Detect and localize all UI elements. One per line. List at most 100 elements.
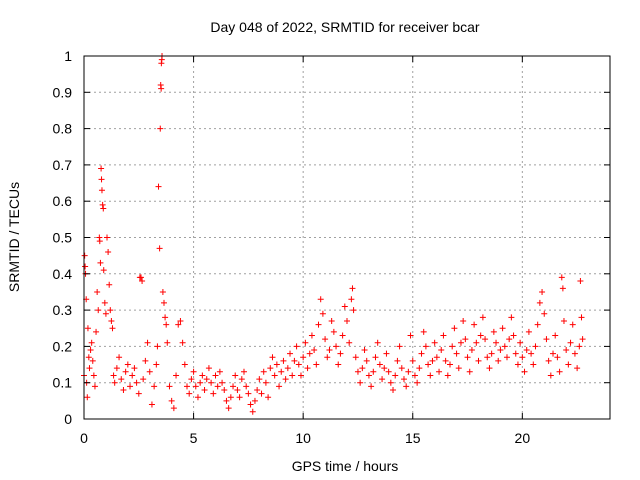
data-point: [86, 365, 93, 372]
data-point: [122, 368, 129, 375]
data-point: [90, 372, 97, 379]
data-point: [154, 343, 161, 350]
data-point: [365, 372, 372, 379]
data-point: [460, 317, 467, 324]
grid-lines: [84, 56, 610, 419]
data-point: [110, 372, 117, 379]
data-point: [151, 383, 158, 390]
data-point: [170, 405, 177, 412]
data-point: [493, 339, 500, 346]
data-point: [148, 401, 155, 408]
data-point: [429, 357, 436, 364]
data-point: [265, 394, 272, 401]
data-point: [102, 310, 109, 317]
data-point: [232, 372, 239, 379]
data-point: [543, 336, 550, 343]
data-point: [127, 383, 134, 390]
data-point: [247, 401, 254, 408]
data-point: [297, 372, 304, 379]
y-tick-label: 0.5: [53, 230, 73, 246]
data-point: [349, 285, 356, 292]
data-point: [146, 368, 153, 375]
data-point: [89, 357, 96, 364]
data-point: [158, 85, 165, 92]
data-point: [85, 354, 92, 361]
data-point: [308, 332, 315, 339]
data-point: [376, 361, 383, 368]
data-point: [131, 365, 138, 372]
data-point: [339, 332, 346, 339]
data-point: [442, 357, 449, 364]
x-tick-label: 0: [80, 430, 88, 446]
data-point: [162, 314, 169, 321]
data-point: [328, 317, 335, 324]
x-tick-label: 10: [295, 430, 311, 446]
data-point: [488, 350, 495, 357]
x-tick-label: 15: [405, 430, 421, 446]
data-point: [177, 317, 184, 324]
data-point: [124, 361, 131, 368]
data-point: [514, 361, 521, 368]
data-point: [510, 332, 517, 339]
data-point: [194, 394, 201, 401]
data-point: [133, 379, 140, 386]
data-point: [256, 376, 263, 383]
data-point: [94, 288, 101, 295]
data-points: [81, 53, 586, 415]
data-point: [205, 365, 212, 372]
data-point: [453, 350, 460, 357]
data-point: [201, 386, 208, 393]
data-point: [398, 365, 405, 372]
data-point: [482, 336, 489, 343]
data-point: [199, 372, 206, 379]
data-point: [84, 325, 91, 332]
data-point: [293, 343, 300, 350]
data-point: [93, 328, 100, 335]
data-point: [457, 339, 464, 346]
data-point: [387, 379, 394, 386]
data-point: [337, 350, 344, 357]
data-point: [278, 368, 285, 375]
data-point: [451, 325, 458, 332]
data-point: [156, 245, 163, 252]
data-point: [243, 383, 250, 390]
data-point: [164, 339, 171, 346]
data-point: [181, 361, 188, 368]
data-point: [227, 394, 234, 401]
data-point: [525, 328, 532, 335]
data-point: [348, 296, 355, 303]
data-point: [109, 325, 116, 332]
data-point: [534, 321, 541, 328]
data-point: [276, 383, 283, 390]
data-point: [486, 365, 493, 372]
data-point: [107, 307, 114, 314]
data-point: [173, 372, 180, 379]
data-point: [539, 288, 546, 295]
data-point: [552, 332, 559, 339]
data-point: [565, 361, 572, 368]
data-point: [118, 376, 125, 383]
data-point: [137, 274, 144, 281]
data-point: [475, 357, 482, 364]
data-point: [322, 336, 329, 343]
axis-ticks: 00.10.20.30.40.50.60.70.80.910 5 10 15 20: [53, 48, 610, 446]
data-point: [190, 368, 197, 375]
data-point: [87, 347, 94, 354]
data-point: [497, 347, 504, 354]
data-point: [521, 368, 528, 375]
data-point: [370, 368, 377, 375]
data-point: [129, 372, 136, 379]
data-point: [210, 390, 217, 397]
data-point: [554, 354, 561, 361]
data-point: [223, 397, 230, 404]
data-point: [468, 347, 475, 354]
data-point: [578, 314, 585, 321]
data-point: [175, 321, 182, 328]
data-point: [569, 321, 576, 328]
data-point: [315, 321, 322, 328]
data-point: [436, 368, 443, 375]
data-point: [234, 386, 241, 393]
data-point: [530, 361, 537, 368]
data-point: [168, 397, 175, 404]
